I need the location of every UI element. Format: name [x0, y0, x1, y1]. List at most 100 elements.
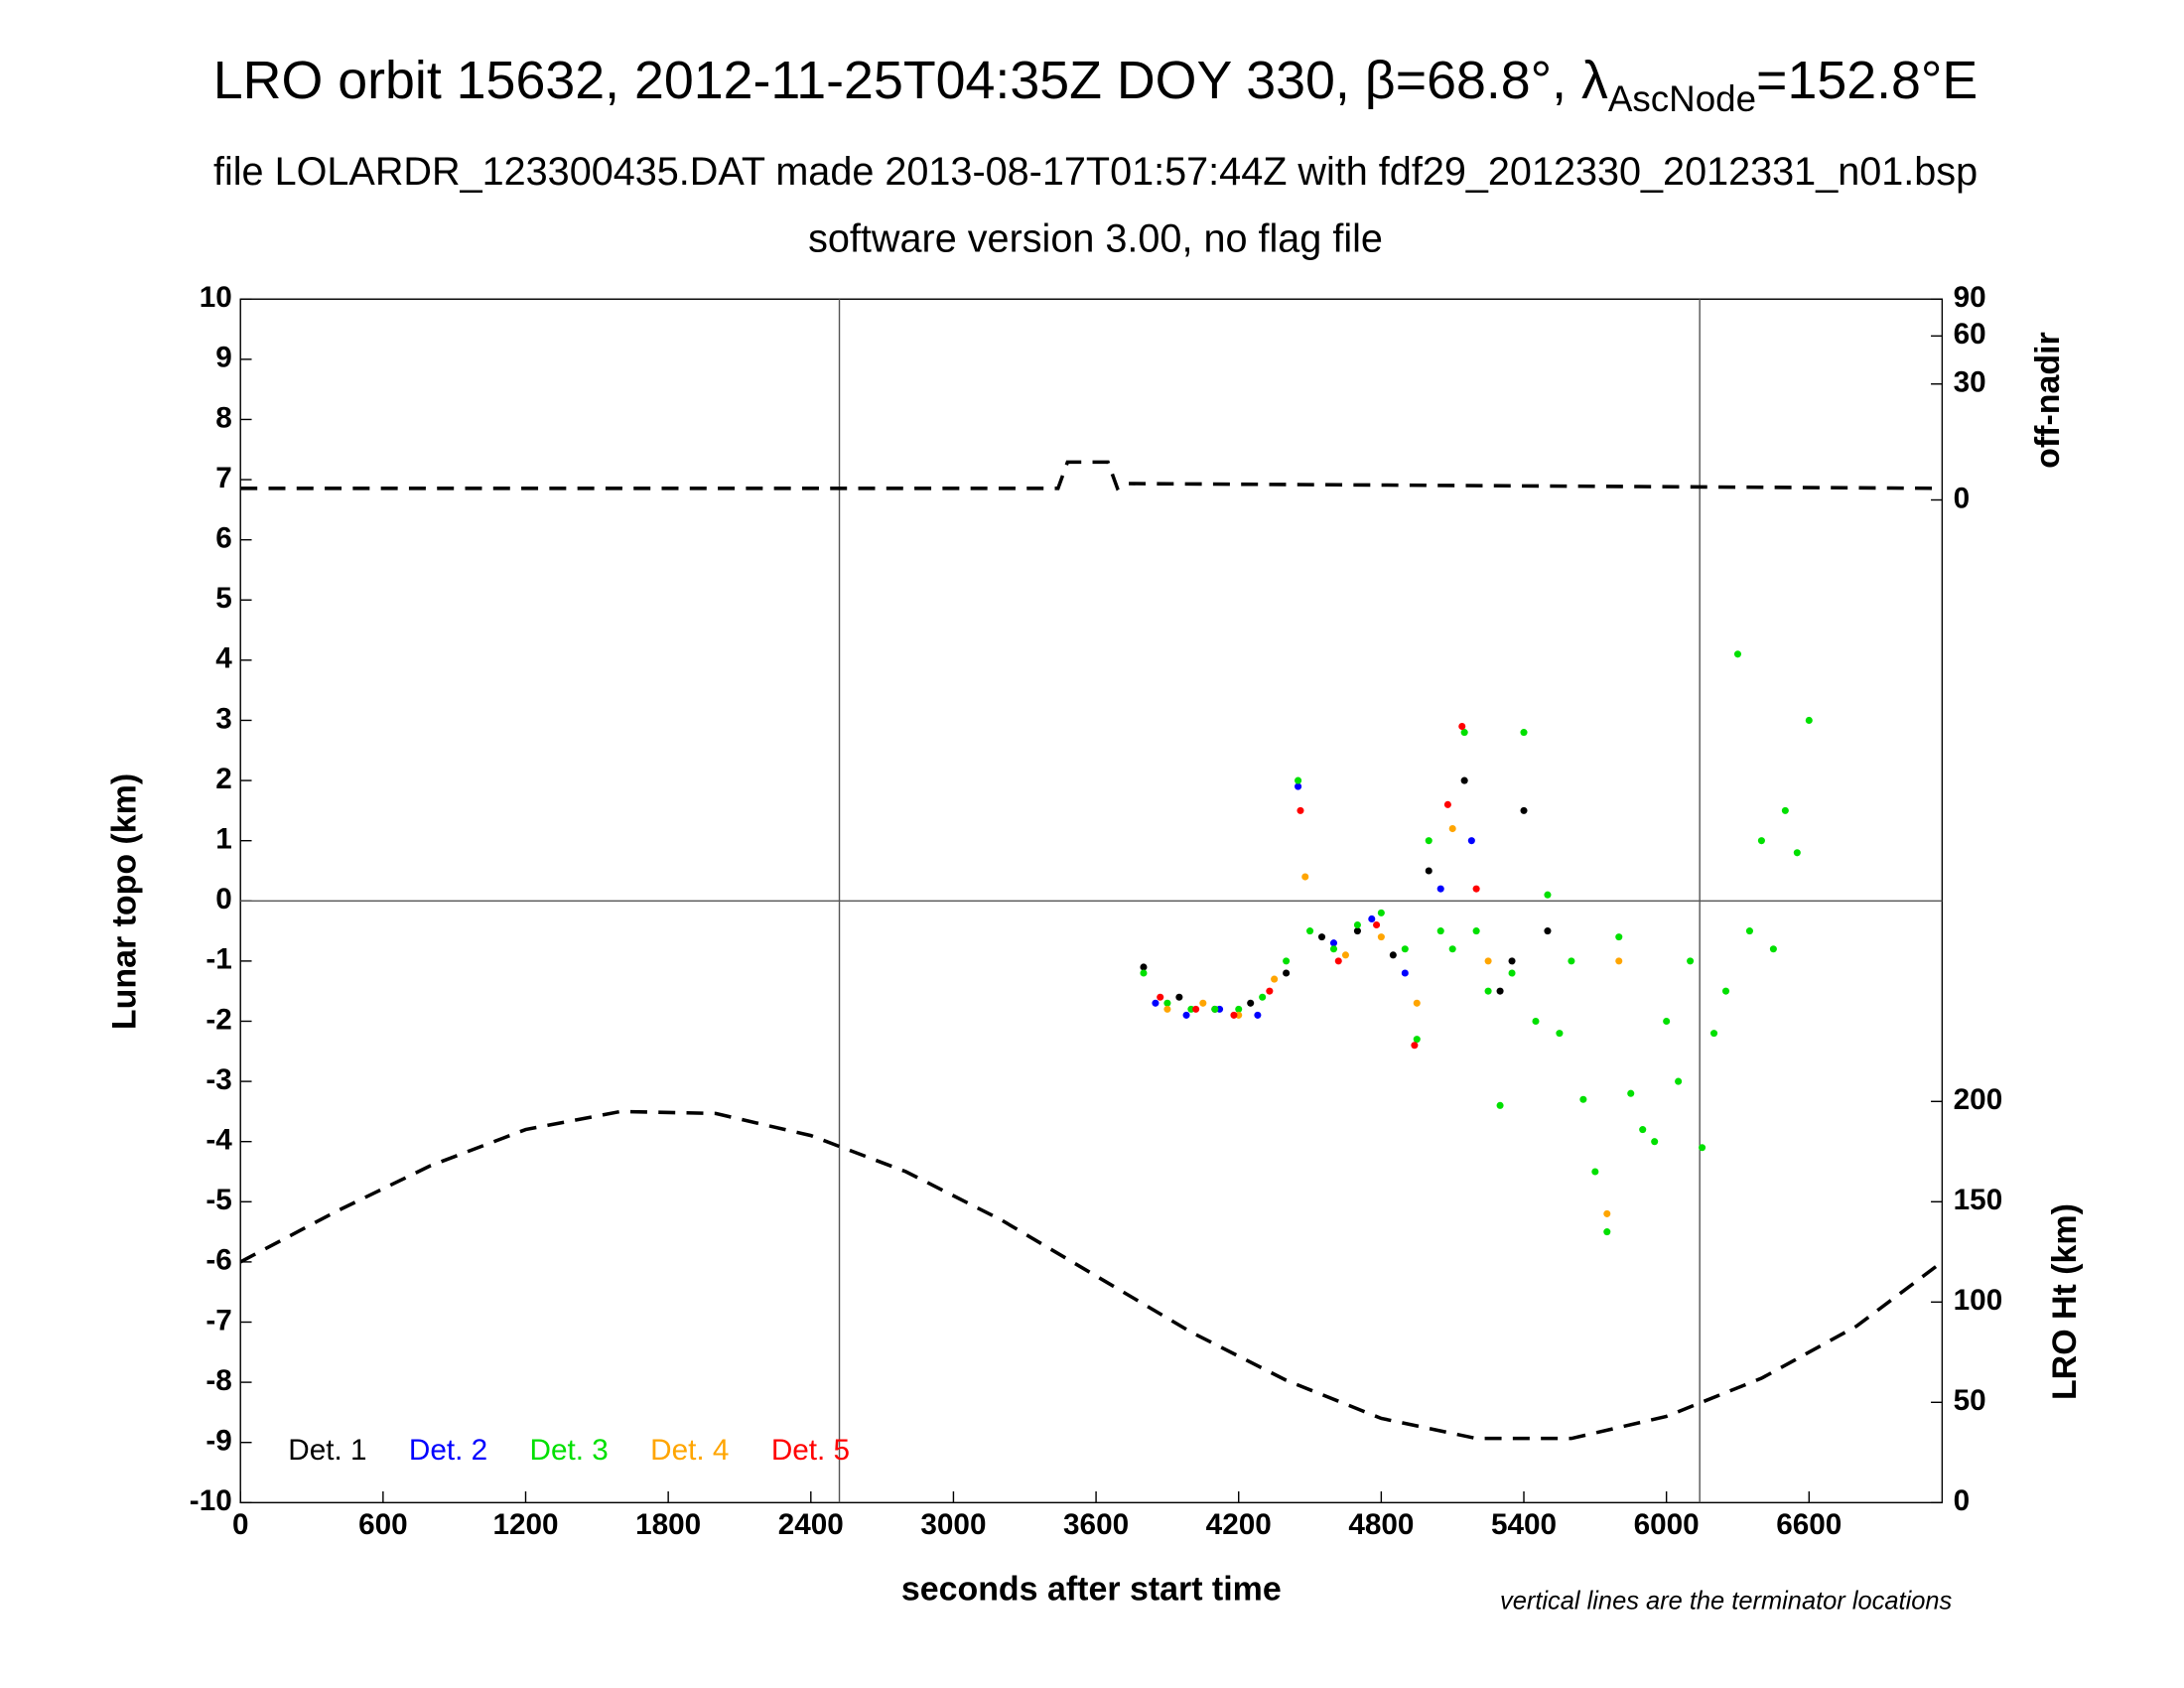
data-point	[1377, 933, 1385, 941]
data-point	[1413, 999, 1421, 1007]
data-point	[1368, 914, 1376, 922]
data-point	[1793, 849, 1801, 857]
data-point	[1639, 1126, 1647, 1134]
data-point	[1175, 993, 1183, 1001]
y2-axis-label: off-nadir	[2029, 332, 2067, 469]
y3-tick-label: 150	[1954, 1184, 2003, 1216]
y2-tick-label: 60	[1954, 318, 1986, 351]
data-point	[1283, 957, 1291, 965]
data-point	[1651, 1138, 1659, 1146]
y2-tick-label: 90	[1954, 281, 1986, 314]
y2-tick-label: 30	[1954, 366, 1986, 399]
data-point	[1389, 951, 1397, 959]
x-tick-label: 0	[232, 1508, 249, 1541]
data-point	[1401, 969, 1409, 977]
data-point	[1192, 1005, 1200, 1013]
data-point	[1140, 969, 1148, 977]
x-tick-label: 5400	[1491, 1508, 1557, 1541]
data-point	[1709, 1030, 1718, 1038]
data-point	[1353, 927, 1361, 935]
data-point	[1769, 945, 1777, 953]
height-line	[239, 1109, 1944, 1441]
x-tick-label: 1800	[635, 1508, 701, 1541]
data-point	[1373, 920, 1381, 929]
title-suffix: =152.8°E	[1756, 51, 1978, 110]
data-point	[1329, 945, 1338, 953]
data-point	[1334, 957, 1342, 965]
data-point	[1448, 945, 1456, 953]
data-point	[1353, 920, 1361, 929]
data-point	[1235, 1005, 1243, 1013]
data-point	[1472, 927, 1480, 935]
data-point	[1757, 837, 1765, 845]
data-point	[1532, 1017, 1540, 1026]
data-point	[1140, 963, 1148, 971]
data-point	[1301, 873, 1309, 881]
data-point	[1496, 987, 1504, 995]
x-tick-label: 4200	[1206, 1508, 1272, 1541]
legend-entry: Det. 1	[288, 1434, 366, 1467]
x-tick-label: 3600	[1063, 1508, 1129, 1541]
data-point	[1163, 1005, 1171, 1013]
data-point	[1247, 999, 1255, 1007]
data-point	[1259, 993, 1267, 1001]
data-point	[1579, 1095, 1587, 1103]
y-tick-label: -5	[205, 1184, 231, 1216]
data-point	[1603, 1209, 1611, 1217]
x-tick-label: 4800	[1348, 1508, 1414, 1541]
y-tick-label: -10	[190, 1484, 232, 1517]
data-point	[1436, 885, 1444, 893]
data-point	[1401, 945, 1409, 953]
y-tick-label: -6	[205, 1244, 231, 1277]
y3-tick-label: 50	[1954, 1384, 1986, 1417]
data-point	[1484, 957, 1492, 965]
x-tick-label: 6600	[1776, 1508, 1842, 1541]
data-point	[1306, 927, 1314, 935]
data-point	[1460, 776, 1468, 784]
data-point	[1508, 957, 1516, 965]
data-point	[1544, 927, 1552, 935]
data-point	[1163, 999, 1171, 1007]
title-subscript: AscNode	[1608, 78, 1756, 119]
x-tick-label: 6000	[1634, 1508, 1700, 1541]
data-point	[1520, 729, 1528, 737]
data-point	[1687, 957, 1695, 965]
y3-tick-label: 200	[1954, 1083, 2003, 1116]
data-point	[1230, 1011, 1238, 1019]
y-tick-label: 9	[215, 342, 232, 374]
data-point	[1733, 650, 1742, 658]
data-point	[1317, 933, 1326, 941]
x-tick-label: 600	[358, 1508, 408, 1541]
data-point	[1199, 999, 1207, 1007]
data-point	[1745, 927, 1753, 935]
data-point	[1675, 1077, 1683, 1085]
data-point	[1182, 1011, 1190, 1019]
y-tick-label: -8	[205, 1364, 231, 1397]
title-main: LRO orbit 15632, 2012-11-25T04:35Z DOY 3…	[213, 51, 1608, 110]
data-point	[1413, 1036, 1421, 1044]
data-point	[1627, 1089, 1635, 1097]
data-point	[1211, 1005, 1219, 1013]
data-point	[1508, 969, 1516, 977]
y-tick-label: 3	[215, 702, 232, 735]
data-point	[1152, 999, 1160, 1007]
data-point	[1544, 891, 1552, 899]
y3-tick-label: 0	[1954, 1484, 1971, 1517]
note: vertical lines are the terminator locati…	[1500, 1587, 1953, 1615]
y-tick-label: 0	[215, 883, 232, 915]
y2-tick-label: 0	[1954, 482, 1971, 514]
data-point	[1520, 806, 1528, 814]
y-tick-label: 1	[215, 823, 232, 856]
y-tick-label: 10	[200, 281, 232, 314]
data-point	[1458, 722, 1466, 731]
data-point	[1443, 800, 1451, 808]
data-point	[1460, 729, 1468, 737]
legend-entry: Det. 4	[650, 1434, 729, 1467]
data-point	[1591, 1168, 1599, 1176]
y-tick-label: -1	[205, 943, 231, 976]
data-point	[1411, 1042, 1419, 1050]
data-point	[1805, 716, 1813, 725]
subtitle: software version 3.00, no flag file	[808, 217, 1383, 261]
y-tick-label: -7	[205, 1304, 231, 1336]
